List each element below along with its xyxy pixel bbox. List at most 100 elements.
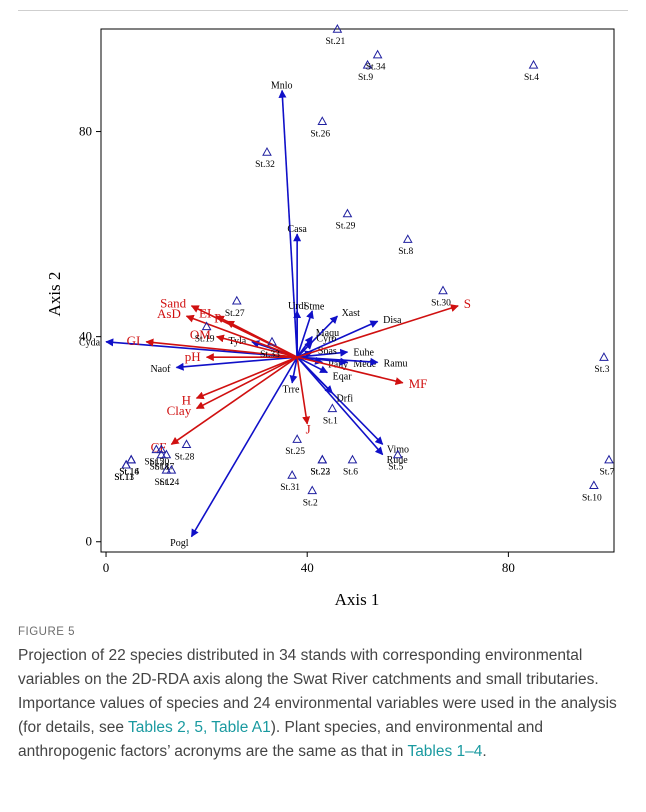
species-arrow-trre [289,357,298,384]
stand-marker-st-12 [161,464,172,474]
stand-marker-st-29 [342,208,353,218]
stand-label-st-7: St.7 [599,468,614,478]
stand-label-st-13: St.13 [114,473,134,483]
env-label-cf: CF [151,440,167,455]
stand-label-st-27: St.27 [225,309,245,319]
stand-label-st-31: St.31 [280,483,300,493]
stand-label-st-30: St.30 [431,299,451,309]
stand-marker-st-27 [231,295,242,305]
stand-label-st-34: St.34 [366,63,386,73]
x-tick-label-80: 80 [502,560,515,575]
stand-marker-st-28 [181,439,192,449]
stand-marker-st-20 [156,444,167,454]
y-tick-label-80: 80 [79,124,92,139]
stand-label-st-1: St.1 [323,416,338,426]
top-rule [18,10,628,11]
y-axis-label: Axis 2 [45,272,64,317]
species-label-cyda: Cyda [79,337,101,348]
species-label-cyro: Cyro [316,333,336,344]
caption-text-3: . [482,743,487,760]
species-label-urdi: Urdi [288,301,307,312]
env-label-ei: EI [199,305,211,320]
caption-text-1: Projection of 22 species distributed in … [18,647,617,736]
figure-label: FIGURE 5 [18,626,76,638]
y-tick-label-0: 0 [86,534,93,549]
stand-marker-st-9 [362,59,373,69]
species-label-soas: Soas [318,346,337,357]
stand-label-st-24: St.24 [160,478,180,488]
stand-marker-st-13 [121,459,131,469]
stand-label-st-3: St.3 [594,365,609,375]
species-arrow-drfi [296,356,333,394]
stand-marker-st-17 [161,449,172,459]
species-label-xast: Xast [342,308,361,319]
stand-marker-st-5 [392,449,403,459]
stand-marker-st-31 [287,470,297,479]
caption-link-tables-2-5-a1[interactable]: Tables 2, 5, Table A1 [128,719,271,736]
species-label-trre: Trre [283,385,300,396]
env-label-sand: Sand [160,295,187,310]
species-arrow-stme [296,310,314,358]
caption-link-tables-1-4[interactable]: Tables 1–4 [407,743,483,760]
env-label-p: P [214,311,221,326]
stand-label-st-2: St.2 [303,498,318,508]
species-arrow-pogl [190,356,298,538]
stand-marker-st-22 [317,454,328,464]
stand-label-st-15: St.15 [144,457,164,467]
axis-ticks: 0 40 80 0 40 80 [79,124,515,575]
env-label-gi: GI [127,333,141,348]
stand-label-st-5: St.5 [388,463,403,473]
species-arrow-cyro [296,341,313,358]
species-label-disa: Disa [383,315,402,326]
stand-label-st-14: St.14 [119,468,139,478]
stand-label-st-28: St.28 [175,452,195,462]
env-label-j: J [306,422,311,437]
stand-label-st-22: St.22 [310,468,330,478]
stand-label-st-26: St.26 [310,129,330,139]
stand-marker-st-16 [126,454,137,464]
stand-marker-st-6 [347,454,358,464]
stand-marker-st-26 [317,116,328,125]
env-arrow-j [296,357,311,425]
stand-marker-st-24 [166,464,177,474]
species-label-eqar: Eqar [333,371,353,382]
env-arrow-gi [145,338,298,358]
env-arrow-s [296,304,459,358]
stand-marker-st-14 [126,454,137,464]
stand-marker-st-21 [332,23,343,33]
stand-label-st-9: St.9 [358,73,373,83]
env-arrow-cf [170,356,298,445]
env-label-h: H [182,392,191,407]
env-arrow-mf [296,356,404,385]
stand-label-st-6: St.6 [343,468,358,478]
stand-marker-st-30 [438,285,448,295]
stand-label-st-29: St.29 [336,222,356,232]
stand-marker-st-32 [262,147,272,156]
species-arrow-rude [296,356,384,456]
stand-marker-st-19 [201,321,212,331]
stand-marker-st-7 [604,454,614,464]
stand-markers: St.1 St.2 St.3 St.4 St.5 St.6 St.7 St.8 St.9 St.1… [114,23,615,508]
species-arrow-ramu [297,356,379,366]
species-arrow-eqar [296,356,329,374]
stand-label-st-16: St.16 [119,468,139,478]
species-label-stme: Stme [304,301,325,312]
env-arrow-p [226,320,298,358]
stand-label-st-8: St.8 [398,247,413,257]
species-arrows: MnloCasaCydaNaofPoglDisaVimoRudeUrdiStme… [79,81,409,549]
stand-label-st-20: St.20 [149,457,169,467]
species-label-pahy: Pahy [328,359,348,370]
env-label-om: OM [190,327,211,342]
stand-label-st-10: St.10 [582,493,602,503]
caption-text-2: ). Plant species, and environmental and … [18,719,544,760]
species-label-pogl: Pogl [170,538,189,549]
species-label-ramu: Ramu [384,359,408,370]
x-axis-label: Axis 1 [335,590,380,609]
stand-marker-st-4 [528,59,539,69]
env-arrow-h [195,356,298,400]
species-label-euhe: Euhe [353,347,374,358]
stand-label-st-25: St.25 [285,447,305,457]
stand-label-st-12: St.12 [154,478,174,488]
